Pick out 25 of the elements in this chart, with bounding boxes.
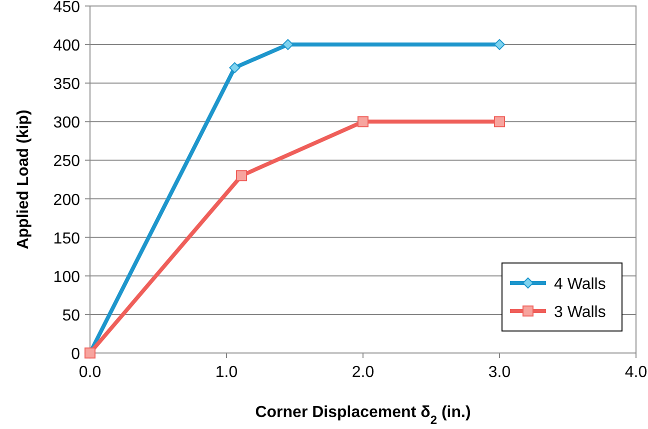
x-axis-title: Corner Displacement δ$_{2}$ (in.) <box>255 404 471 427</box>
x-tick-label: 4.0 <box>624 364 648 381</box>
y-tick-label: 300 <box>53 114 80 132</box>
y-axis-title: Applied Load (kip) <box>15 110 32 250</box>
y-tick-label: 450 <box>53 0 80 16</box>
point <box>358 116 368 128</box>
y-tick-label: 50 <box>62 307 80 324</box>
point <box>236 170 248 182</box>
point <box>494 116 505 128</box>
point <box>229 62 240 74</box>
y-tick-label: 100 <box>53 268 80 286</box>
y-tick-label: 0 <box>71 346 80 363</box>
x-tick-label: 2.0 <box>352 364 374 381</box>
legend-label: 3 Walls <box>554 304 606 321</box>
point <box>494 39 505 50</box>
x-tick-label: 0.0 <box>78 364 102 381</box>
point <box>282 39 294 50</box>
y-tick-label: 350 <box>53 76 80 94</box>
y-tick-label: 400 <box>53 38 80 55</box>
y-tick-label: 250 <box>53 153 80 170</box>
x-tick-label: 1.0 <box>215 364 238 381</box>
x-tick-label: 3.0 <box>488 364 511 381</box>
legend-label: 4 Walls <box>554 276 606 293</box>
y-tick-label: 200 <box>53 192 80 209</box>
y-tick-label: 150 <box>53 230 80 248</box>
